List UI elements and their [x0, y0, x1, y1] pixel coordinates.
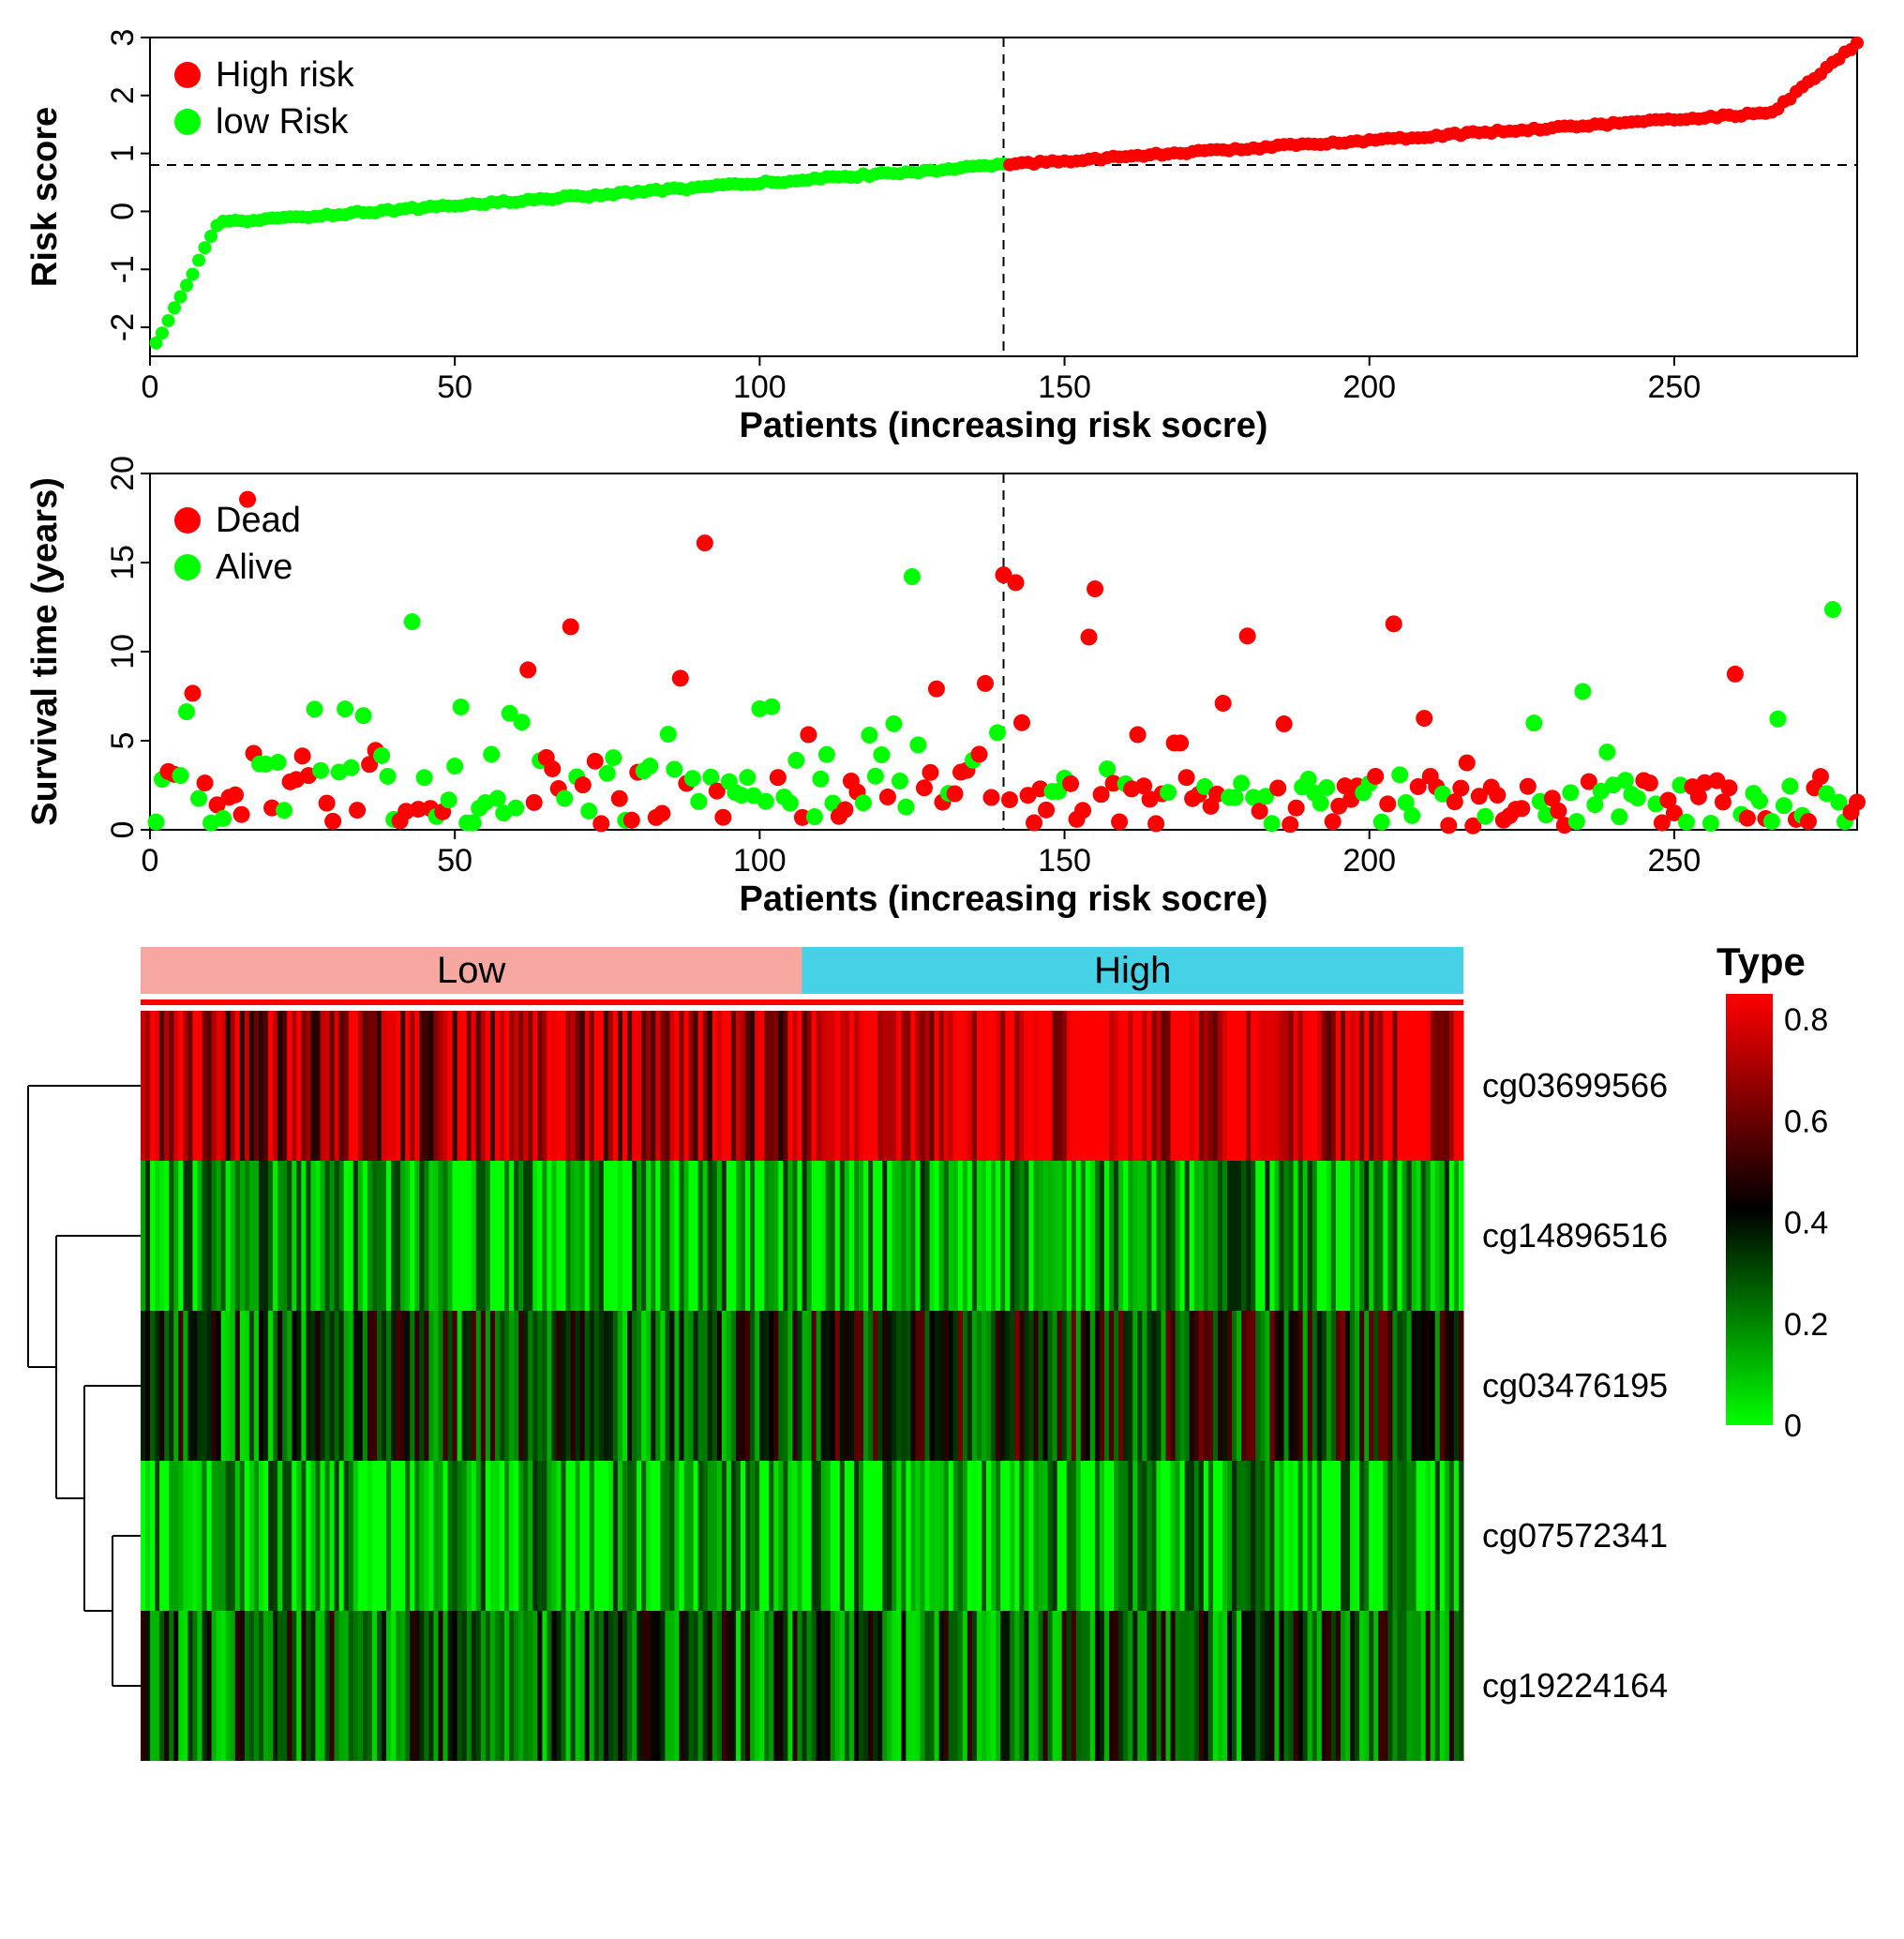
annotation-high-label: High	[1094, 950, 1171, 991]
legend-label: Dead	[216, 501, 301, 540]
legend-dot	[174, 62, 201, 88]
x-tick-label: 250	[1648, 369, 1702, 405]
heatmap-row-label: cg14896516	[1482, 1216, 1668, 1255]
survival-chart: 0 50 100 150 200 250 0 5 10 15 20 Patients (increas…	[19, 455, 1885, 924]
heatmap-chart: Low High cg03699566 cg14896516 cg03476195 cg0…	[19, 928, 1885, 1913]
legend-label: low Risk	[216, 102, 349, 142]
x-tick-label: 150	[1038, 369, 1091, 405]
colorbar-tick-label: 0.8	[1784, 1002, 1828, 1038]
y-tick-label: 10	[105, 634, 141, 669]
heatmap-row-label: cg03699566	[1482, 1066, 1668, 1105]
colorbar-tick-label: 0.4	[1784, 1206, 1828, 1241]
legend-label: Alive	[216, 548, 292, 587]
x-axis-label: Patients (increasing risk socre)	[740, 406, 1268, 445]
y-tick-label: 15	[105, 545, 141, 580]
y-tick-label: 0	[105, 821, 141, 839]
x-tick-label: 50	[437, 843, 472, 879]
survival-panel: 0 50 100 150 200 250 0 5 10 15 20 Patients (increas…	[19, 455, 1885, 928]
colorbar-tick-label: 0.2	[1784, 1307, 1828, 1343]
risk-score-chart: 0 50 100 150 200 250 -2 -1 0 1 2 3 Patients (increas…	[19, 19, 1885, 450]
x-tick-label: 100	[733, 843, 787, 879]
colorbar-tick-label: 0.6	[1784, 1104, 1828, 1139]
colorbar-tick-label: 0	[1784, 1408, 1802, 1444]
x-tick-label: 200	[1342, 843, 1396, 879]
y-tick-label: -1	[105, 255, 141, 283]
heatmap-row-label: cg07572341	[1482, 1516, 1668, 1555]
legend-dot	[174, 554, 201, 580]
risk-score-panel: 0 50 100 150 200 250 -2 -1 0 1 2 3 Patients (increas…	[19, 19, 1885, 455]
x-tick-label: 50	[437, 369, 472, 405]
y-tick-label: 0	[105, 203, 141, 220]
colorbar	[1726, 994, 1773, 1425]
y-tick-label: 3	[105, 29, 141, 47]
x-tick-label: 200	[1342, 369, 1396, 405]
y-tick-label: 20	[105, 456, 141, 491]
y-tick-label: -2	[105, 313, 141, 341]
x-tick-label: 0	[142, 369, 159, 405]
annotation-type-label: Type	[1717, 939, 1806, 984]
x-tick-label: 250	[1648, 843, 1702, 879]
y-tick-label: 1	[105, 144, 141, 162]
x-tick-label: 0	[142, 843, 159, 879]
legend-dot	[174, 507, 201, 534]
x-tick-label: 150	[1038, 843, 1091, 879]
y-axis-label: Risk score	[25, 107, 65, 287]
x-axis-label: Patients (increasing risk socre)	[740, 879, 1268, 919]
y-tick-label: 5	[105, 732, 141, 750]
legend-label: High risk	[216, 55, 355, 95]
y-axis-label: Survival time (years)	[25, 477, 65, 826]
heatmap-panel: Low High cg03699566 cg14896516 cg03476195 cg0…	[19, 928, 1885, 1917]
heatmap-row-label: cg19224164	[1482, 1666, 1668, 1705]
heatmap-row-label: cg03476195	[1482, 1366, 1668, 1405]
annotation-low-label: Low	[437, 950, 505, 991]
x-tick-label: 100	[733, 369, 787, 405]
y-tick-label: 2	[105, 86, 141, 104]
legend-dot	[174, 109, 201, 135]
figure: 050100150200250-2-10123Patients (increas…	[19, 19, 1885, 1917]
